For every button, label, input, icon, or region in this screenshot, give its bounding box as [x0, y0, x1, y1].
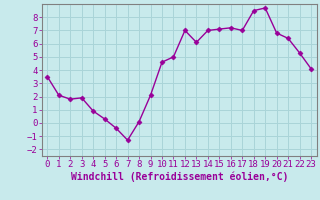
X-axis label: Windchill (Refroidissement éolien,°C): Windchill (Refroidissement éolien,°C): [70, 172, 288, 182]
